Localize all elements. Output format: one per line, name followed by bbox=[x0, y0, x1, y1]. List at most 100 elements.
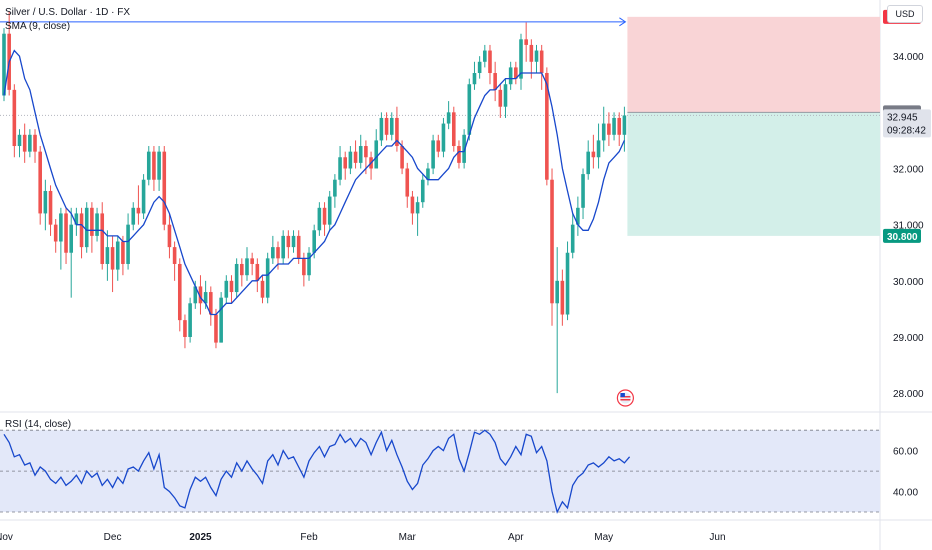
candle-body bbox=[519, 39, 523, 79]
candle-body bbox=[472, 73, 477, 85]
candle-body bbox=[48, 190, 53, 225]
candle bbox=[451, 106, 456, 152]
candle-body bbox=[59, 213, 63, 242]
candle bbox=[483, 44, 487, 68]
candle bbox=[291, 230, 296, 253]
candle bbox=[591, 134, 596, 169]
candle-body bbox=[302, 258, 306, 276]
last-price-bg bbox=[883, 109, 931, 138]
candle-body bbox=[84, 207, 89, 248]
price-tick-label: 30.000 bbox=[893, 277, 924, 288]
candle-body bbox=[22, 134, 27, 152]
candle-body bbox=[596, 140, 601, 158]
candle-body bbox=[555, 280, 559, 304]
candle bbox=[462, 129, 466, 169]
candle-body bbox=[224, 280, 229, 298]
candle bbox=[369, 151, 373, 180]
candle-body bbox=[28, 134, 32, 152]
candle bbox=[327, 190, 332, 231]
candle bbox=[410, 190, 415, 225]
candle-body bbox=[188, 303, 192, 337]
time-tick-label: Feb bbox=[300, 532, 318, 543]
candle bbox=[105, 230, 110, 281]
candle-body bbox=[146, 151, 151, 180]
candle-body bbox=[115, 241, 120, 270]
candle bbox=[565, 241, 570, 321]
candle-body bbox=[379, 117, 384, 141]
sma-line bbox=[3, 49, 625, 316]
candle bbox=[141, 174, 146, 220]
candle bbox=[617, 112, 622, 147]
candle-body bbox=[105, 247, 110, 264]
time-tick-label: Nov bbox=[0, 532, 13, 543]
candle-body bbox=[193, 286, 198, 304]
sma-legend: SMA (9, close) bbox=[5, 21, 71, 32]
candle bbox=[420, 174, 425, 208]
candle-body bbox=[565, 252, 570, 315]
candle bbox=[229, 275, 234, 304]
price-tick-label: 31.000 bbox=[893, 221, 924, 232]
candle bbox=[64, 207, 68, 264]
candle bbox=[514, 61, 518, 85]
candle-body bbox=[493, 73, 497, 90]
candle-body bbox=[198, 286, 203, 304]
candle-body bbox=[281, 235, 285, 259]
candle bbox=[576, 196, 580, 236]
us-flag-icon-stripe bbox=[620, 396, 631, 398]
candle-body bbox=[431, 140, 435, 169]
candle-body bbox=[157, 151, 161, 180]
candle bbox=[529, 39, 534, 79]
candle-body bbox=[229, 280, 234, 293]
currency-button[interactable]: USD bbox=[887, 5, 923, 23]
time-tick-label: 2025 bbox=[189, 532, 212, 543]
candle bbox=[457, 140, 461, 169]
candle-body bbox=[607, 123, 611, 135]
candle-body bbox=[33, 134, 37, 152]
candle-body bbox=[69, 224, 74, 253]
candle-body bbox=[2, 33, 6, 96]
candle-body bbox=[441, 123, 446, 152]
candle-body bbox=[524, 39, 528, 45]
candle bbox=[322, 202, 327, 236]
candle bbox=[498, 84, 503, 118]
candle bbox=[338, 146, 342, 186]
candle-body bbox=[353, 151, 358, 163]
candle-body bbox=[477, 61, 482, 74]
candle-body bbox=[152, 151, 156, 180]
candle-body bbox=[136, 207, 141, 214]
candle-body bbox=[426, 168, 430, 180]
candle bbox=[596, 123, 601, 169]
candle bbox=[524, 22, 528, 62]
candle bbox=[503, 78, 508, 118]
candle bbox=[224, 275, 229, 304]
candle bbox=[250, 252, 254, 276]
candle bbox=[472, 61, 477, 90]
candle-body bbox=[483, 50, 487, 62]
stop-price-label: 30.800 bbox=[887, 232, 918, 243]
time-tick-label: May bbox=[594, 532, 613, 543]
candle bbox=[157, 146, 161, 191]
candle bbox=[177, 258, 182, 332]
candle bbox=[146, 146, 151, 186]
candle-body bbox=[591, 151, 596, 158]
candle-body bbox=[436, 140, 441, 152]
candle bbox=[343, 151, 348, 180]
candle bbox=[234, 258, 239, 298]
candle-body bbox=[12, 89, 17, 147]
time-tick-label: Mar bbox=[399, 532, 417, 543]
candle-body bbox=[384, 117, 389, 135]
candle bbox=[183, 314, 187, 349]
candle-body bbox=[219, 297, 223, 343]
candle bbox=[441, 117, 446, 158]
candle bbox=[2, 28, 6, 102]
candle bbox=[426, 162, 430, 186]
us-flag-icon-stripe bbox=[620, 399, 631, 401]
candle-body bbox=[286, 235, 291, 248]
candle bbox=[167, 213, 172, 259]
rsi-line bbox=[3, 429, 631, 514]
time-tick-label: Jun bbox=[709, 532, 725, 543]
candle bbox=[555, 247, 559, 394]
candle-body bbox=[508, 67, 513, 85]
candle-body bbox=[79, 213, 84, 248]
